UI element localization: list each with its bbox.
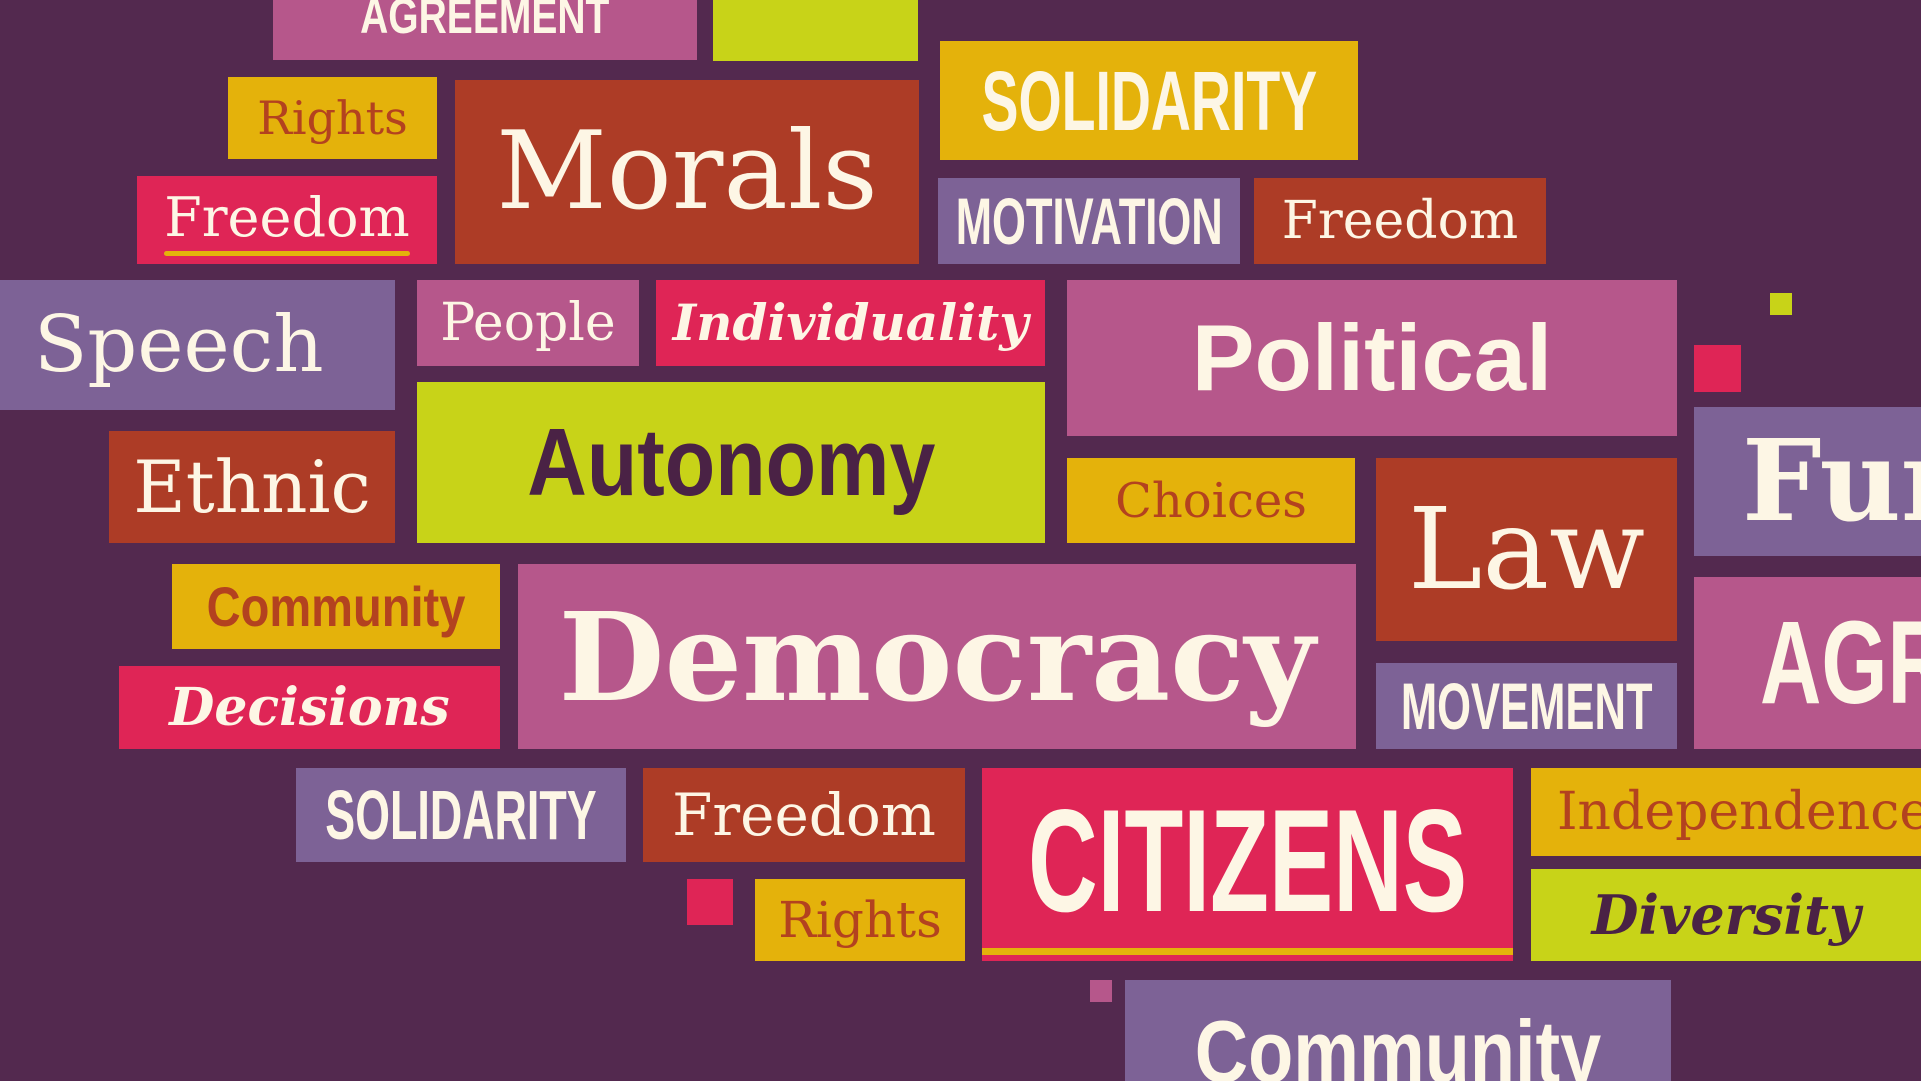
tile-citizens: CITIZENS bbox=[982, 768, 1513, 961]
word-rights-bottom: Rights bbox=[778, 891, 942, 949]
word-law: Law bbox=[1407, 484, 1645, 615]
word-solidarity-bottom: SOLIDARITY bbox=[325, 776, 597, 854]
word-political: Political bbox=[1191, 305, 1553, 410]
yellow-underline-freedom bbox=[164, 250, 410, 256]
word-citizens-text: CITIZENS bbox=[1028, 779, 1468, 942]
word-freedom-left: Freedom bbox=[164, 185, 410, 256]
tile-decisions: Decisions bbox=[119, 666, 500, 749]
tile-motivation: MOTIVATION bbox=[938, 178, 1240, 264]
tile-political: Political bbox=[1067, 280, 1677, 436]
word-solidarity-top: SOLIDARITY bbox=[981, 53, 1317, 148]
tile-lime-top bbox=[713, 0, 918, 61]
tile-agreement-top: AGREEMENT bbox=[273, 0, 697, 60]
tile-movement: MOVEMENT bbox=[1376, 663, 1677, 749]
tile-diversity: Diversity bbox=[1531, 869, 1921, 961]
square-crimson-small bbox=[1694, 345, 1741, 392]
word-decisions: Decisions bbox=[169, 676, 450, 738]
word-morals: Morals bbox=[496, 109, 878, 234]
tile-individuality: Individuality bbox=[656, 280, 1045, 366]
word-agr-partial: AGR bbox=[1760, 597, 1921, 729]
yellow-underline-citizens bbox=[982, 948, 1513, 955]
tile-choices: Choices bbox=[1067, 458, 1355, 543]
square-lime-small bbox=[1770, 293, 1792, 315]
word-ethnic: Ethnic bbox=[133, 445, 371, 529]
tile-community-left: Community bbox=[172, 564, 500, 649]
tile-speech: Speech bbox=[0, 280, 395, 410]
word-agreement-top: AGREEMENT bbox=[360, 0, 610, 44]
word-individuality: Individuality bbox=[672, 293, 1029, 352]
word-fun-partial: Fur bbox=[1742, 415, 1921, 547]
tile-morals: Morals bbox=[455, 80, 919, 264]
tile-solidarity-bottom: SOLIDARITY bbox=[296, 768, 626, 862]
word-motivation: MOTIVATION bbox=[955, 184, 1223, 258]
tile-law: Law bbox=[1376, 458, 1677, 641]
word-citizens: CITIZENS bbox=[982, 779, 1513, 955]
word-community-left: Community bbox=[206, 574, 466, 638]
word-democracy: Democracy bbox=[558, 584, 1316, 729]
word-choices: Choices bbox=[1115, 472, 1307, 529]
word-freedom-right: Freedom bbox=[1281, 191, 1519, 251]
word-autonomy: Autonomy bbox=[526, 408, 936, 516]
word-freedom-left-text: Freedom bbox=[164, 185, 410, 249]
tile-fun-partial: Fur bbox=[1694, 407, 1921, 556]
tile-rights-bottom: Rights bbox=[755, 879, 965, 961]
tile-democracy: Democracy bbox=[518, 564, 1356, 749]
tile-autonomy: Autonomy bbox=[417, 382, 1045, 543]
square-mauve-tiny bbox=[1090, 980, 1112, 1002]
word-movement: MOVEMENT bbox=[1400, 669, 1653, 743]
word-people: People bbox=[440, 293, 616, 353]
word-rights-top: Rights bbox=[257, 91, 408, 145]
tile-ethnic: Ethnic bbox=[109, 431, 395, 543]
word-independence: Independence bbox=[1557, 782, 1921, 842]
word-freedom-bottom: Freedom bbox=[672, 781, 936, 849]
tile-solidarity-top: SOLIDARITY bbox=[940, 41, 1358, 160]
tile-freedom-left: Freedom bbox=[137, 176, 437, 264]
tile-people: People bbox=[417, 280, 639, 366]
tile-agr-partial: AGR bbox=[1694, 577, 1921, 749]
square-crimson-bottom bbox=[687, 879, 733, 925]
tile-freedom-bottom: Freedom bbox=[643, 768, 965, 862]
tile-community-bottom: Community bbox=[1125, 980, 1671, 1081]
word-speech: Speech bbox=[34, 300, 324, 390]
tile-freedom-right: Freedom bbox=[1254, 178, 1546, 264]
tile-independence: Independence bbox=[1531, 768, 1921, 856]
tile-rights-top: Rights bbox=[228, 77, 437, 159]
word-diversity: Diversity bbox=[1591, 883, 1861, 947]
word-community-bottom: Community bbox=[1194, 1002, 1602, 1081]
